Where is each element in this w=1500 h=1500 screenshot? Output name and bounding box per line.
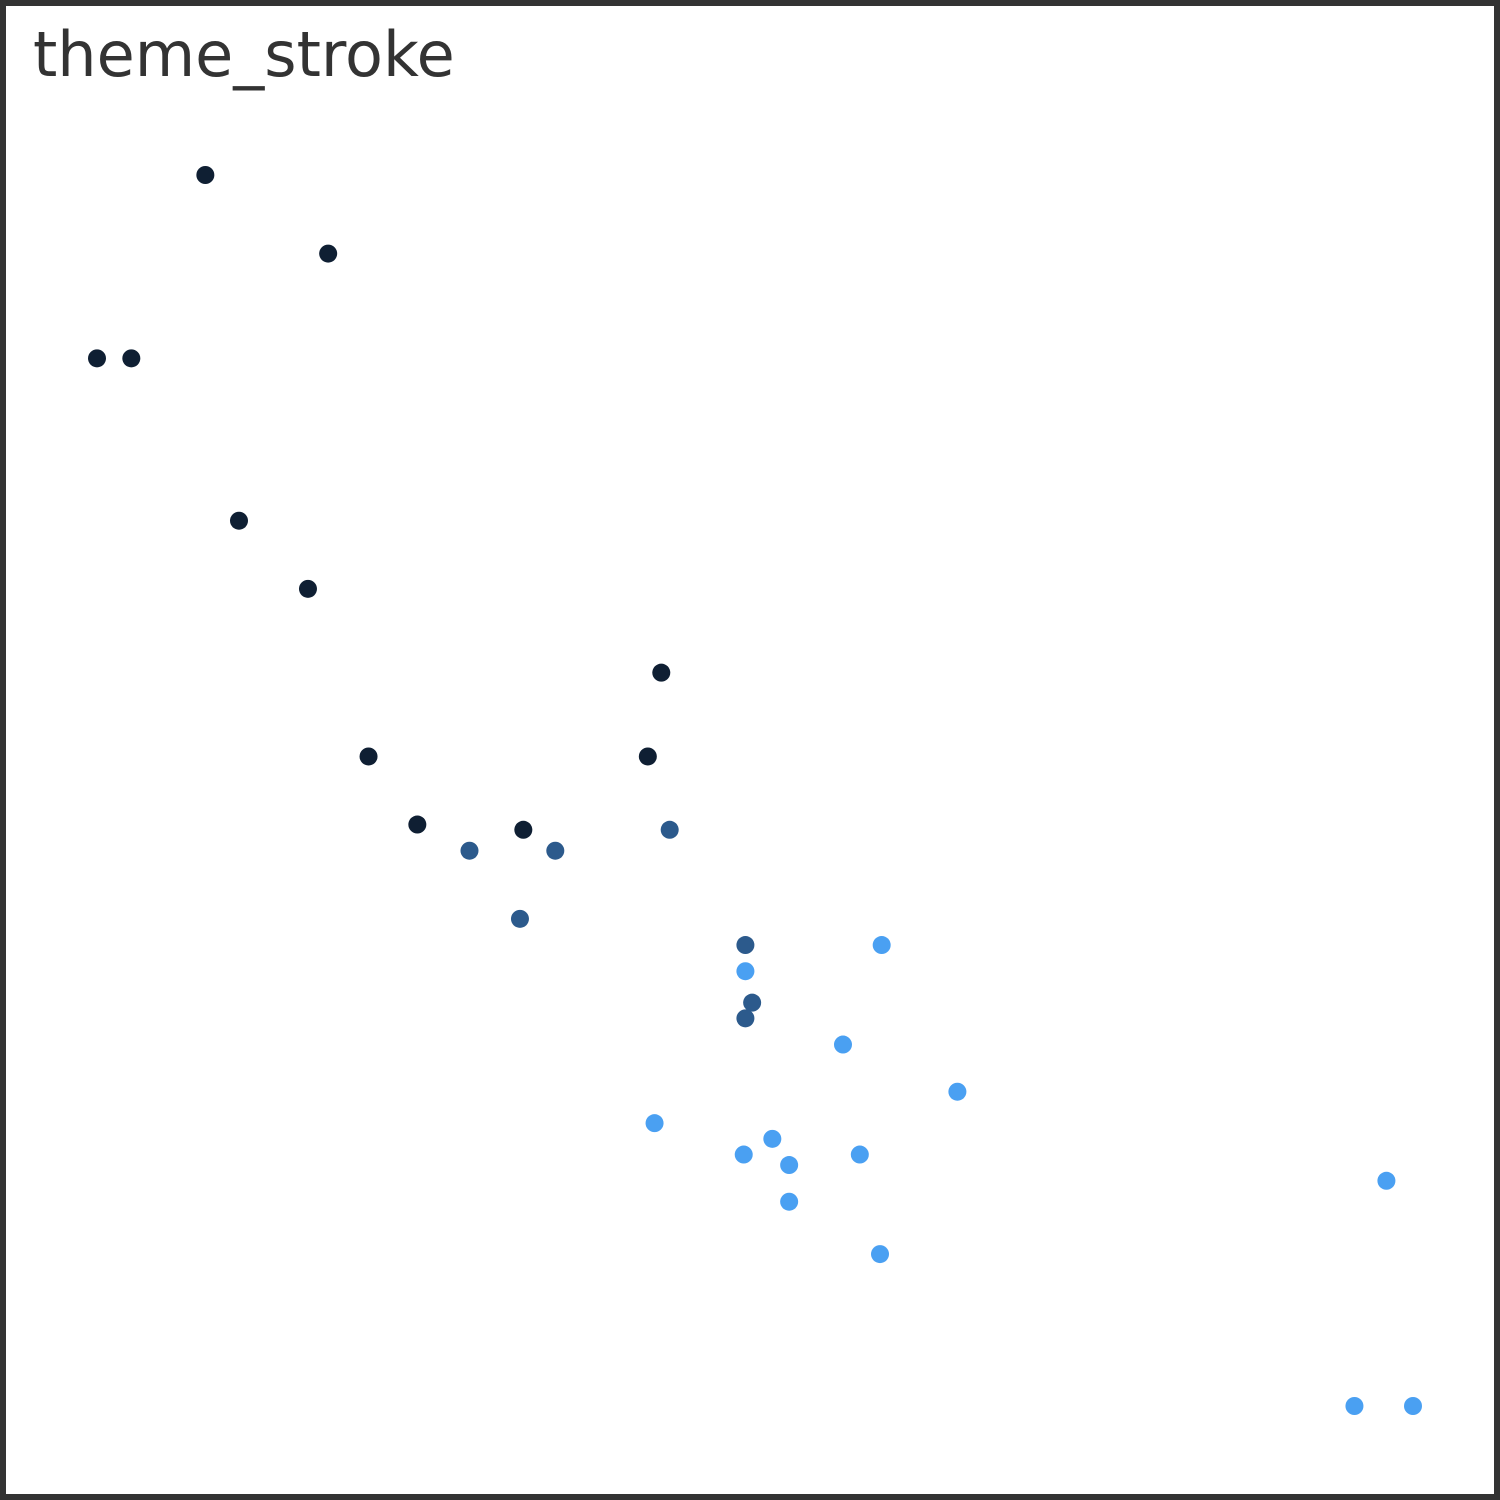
point (229, 511, 248, 530)
point (1377, 1171, 1396, 1190)
point (763, 1129, 782, 1148)
point (850, 1145, 869, 1164)
point (1345, 1397, 1364, 1415)
point (833, 1035, 852, 1054)
point (460, 841, 479, 860)
point (510, 909, 529, 928)
point (359, 747, 378, 766)
point (871, 1245, 890, 1264)
point (319, 244, 338, 263)
point (546, 841, 565, 860)
point (734, 1145, 753, 1164)
chart-title: theme_stroke (33, 18, 455, 91)
point (652, 663, 671, 682)
point (196, 166, 215, 184)
point (780, 1192, 799, 1211)
point (408, 815, 427, 834)
point (743, 993, 762, 1012)
point (638, 747, 657, 766)
point (660, 820, 679, 839)
point (514, 820, 533, 839)
point (780, 1156, 799, 1175)
point (645, 1114, 664, 1133)
point (298, 579, 317, 598)
point (88, 349, 106, 368)
point (736, 962, 755, 981)
point (122, 349, 141, 368)
point (1404, 1397, 1422, 1415)
point (948, 1082, 967, 1101)
point (736, 1009, 755, 1028)
point (872, 936, 891, 955)
point (736, 936, 755, 955)
